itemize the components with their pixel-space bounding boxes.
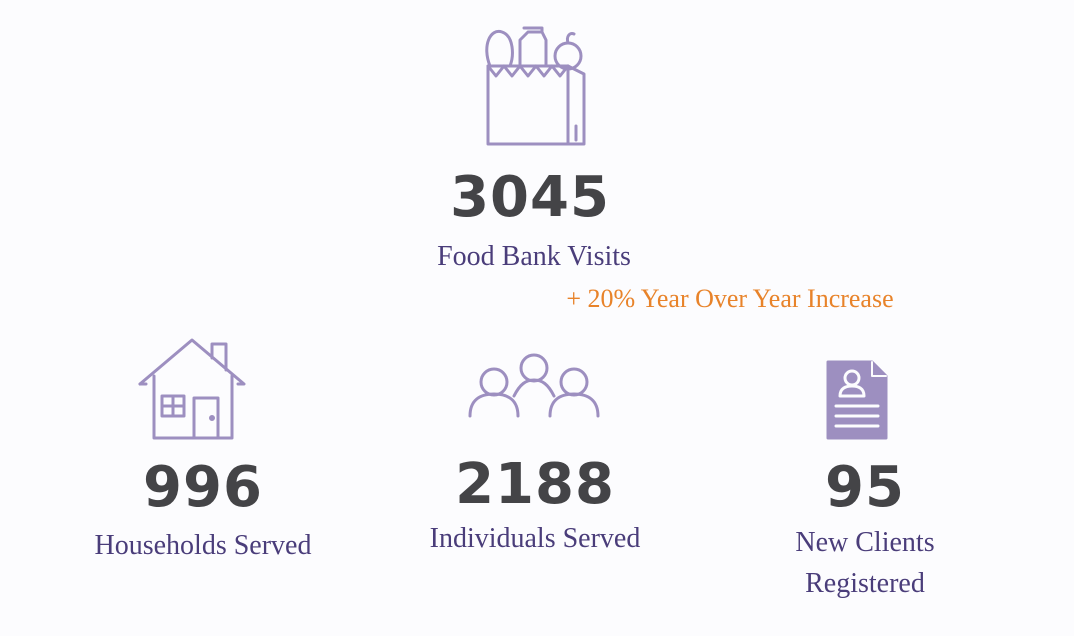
stat-number: 996 [143,455,263,520]
house-icon [138,338,246,440]
stat-number: 95 [825,455,905,520]
grocery-icon [485,26,586,146]
stat-label: Households Served [94,530,312,561]
stat-number: 3045 [450,165,610,230]
stat-label: New Clients Registered [795,527,935,599]
stat-label: Individuals Served [429,523,641,554]
stat-number: 2188 [455,452,615,517]
stat-label: Food Bank Visits [437,241,631,272]
people-icon [468,353,600,418]
stat-note: + 20% Year Over Year Increase [566,284,894,313]
form-icon [826,360,888,440]
